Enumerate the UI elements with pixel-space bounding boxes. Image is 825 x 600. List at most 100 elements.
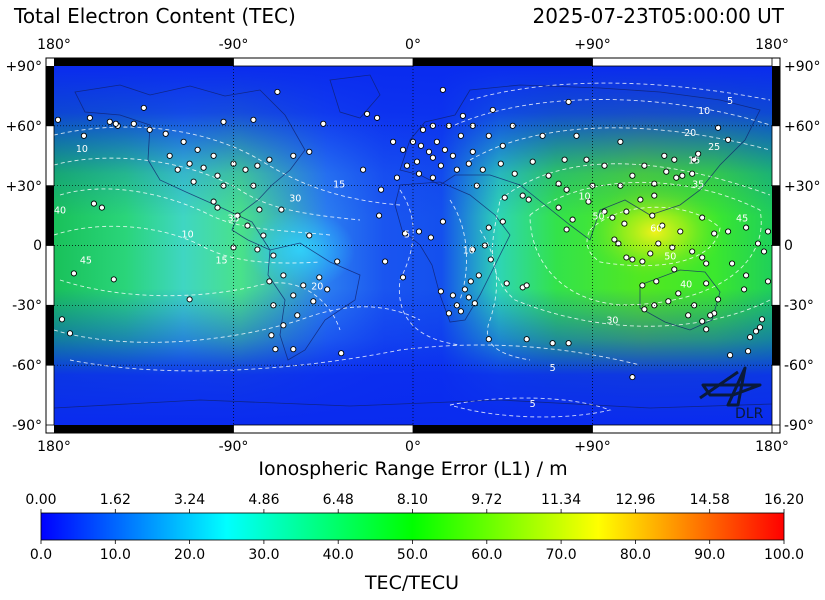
- gnss-station-marker: [214, 172, 221, 179]
- gnss-station-marker: [324, 286, 331, 293]
- contour-line: [469, 82, 771, 101]
- gnss-station-marker: [764, 278, 772, 285]
- gnss-station-marker: [445, 310, 452, 317]
- gnss-station-marker: [523, 336, 530, 343]
- gnss-station-marker: [760, 248, 768, 255]
- gnss-station-marker: [272, 346, 279, 353]
- gnss-station-marker: [649, 212, 656, 219]
- gnss-station-marker: [615, 240, 622, 247]
- lat-tick-right: -30°: [784, 298, 814, 314]
- frame-segment: [413, 58, 593, 66]
- gnss-station-marker: [469, 246, 476, 253]
- lat-tick-right: 0: [784, 238, 793, 254]
- gnss-station-marker: [86, 114, 93, 121]
- gnss-station-marker: [334, 258, 341, 265]
- gnss-station-marker: [220, 182, 227, 189]
- frame-segment: [771, 125, 781, 187]
- contour-label: 50: [592, 212, 604, 223]
- contour-label: 35: [227, 214, 239, 225]
- gnss-station-marker: [707, 312, 714, 319]
- gnss-station-marker: [234, 212, 241, 219]
- gnss-station-marker: [523, 282, 530, 289]
- contour-line: [469, 127, 771, 161]
- colorbar-top-tick: 11.34: [541, 492, 581, 508]
- frame-segment: [592, 424, 773, 434]
- lat-tick-right: -90°: [784, 418, 814, 434]
- gnss-station-marker: [174, 166, 181, 173]
- gnss-station-marker: [186, 296, 193, 303]
- gnss-station-marker: [499, 218, 506, 225]
- gnss-station-marker: [180, 138, 187, 145]
- lon-tick-top: -90°: [219, 37, 249, 53]
- colorbar-top-tick: 16.20: [764, 492, 804, 508]
- gnss-station-marker: [214, 204, 221, 211]
- gnss-station-marker: [306, 148, 313, 155]
- gnss-station-marker: [162, 130, 169, 137]
- contour-line: [54, 225, 321, 264]
- gnss-station-marker: [290, 292, 297, 299]
- lon-tick-bottom: +90°: [574, 439, 611, 455]
- gnss-station-marker: [758, 316, 766, 323]
- gnss-station-marker: [475, 272, 482, 279]
- gnss-station-marker: [413, 158, 421, 165]
- gnss-station-marker: [699, 214, 706, 221]
- frame-segment: [413, 425, 593, 433]
- gnss-station-marker: [711, 230, 718, 237]
- contour-label: 60: [650, 224, 662, 235]
- gnss-station-marker: [601, 162, 608, 169]
- africa-outline: [394, 181, 511, 323]
- gnss-station-marker: [745, 348, 752, 355]
- gnss-station-marker: [294, 312, 301, 319]
- frame-segment: [46, 185, 54, 246]
- contour-label: 30: [289, 194, 301, 205]
- gnss-station-marker: [549, 340, 556, 347]
- gnss-station-marker: [669, 244, 676, 251]
- gnss-station-marker: [290, 346, 297, 353]
- gnss-station-marker: [390, 138, 397, 145]
- gnss-station-marker: [270, 252, 277, 259]
- contour-label: 10: [463, 246, 475, 257]
- gnss-station-marker: [280, 272, 287, 279]
- gnss-station-marker: [715, 296, 722, 303]
- gnss-station-marker: [479, 166, 486, 173]
- contour-label: 15: [215, 256, 227, 267]
- gnss-station-marker: [569, 216, 576, 223]
- gnss-station-marker: [629, 374, 636, 381]
- gnss-station-marker: [639, 258, 646, 265]
- frame-segment: [772, 66, 780, 126]
- gnss-station-marker: [663, 168, 670, 175]
- gnss-station-marker: [679, 172, 686, 179]
- gnss-station-marker: [703, 260, 710, 267]
- gnss-station-marker: [112, 120, 119, 127]
- lat-tick-left: +30°: [5, 179, 42, 195]
- contour-line: [479, 229, 531, 361]
- gnss-station-marker: [338, 350, 345, 357]
- gnss-station-marker: [727, 352, 734, 359]
- gnss-station-marker: [465, 160, 472, 167]
- gnss-station-marker: [469, 148, 476, 155]
- colorbar-top-tick: 0.00: [25, 492, 56, 508]
- contour-label: 40: [54, 206, 66, 217]
- colorbar-xlabel: TEC/TECU: [364, 572, 459, 594]
- gnss-station-marker: [725, 136, 732, 143]
- colorbar-top-tick: 14.58: [690, 492, 730, 508]
- colorbar-bottom-tick: 60.0: [471, 547, 502, 563]
- frame-segment: [54, 58, 234, 66]
- gnss-station-marker: [469, 122, 476, 129]
- gnss-station-marker: [254, 246, 261, 253]
- gnss-station-marker: [655, 240, 662, 247]
- gnss-station-marker: [699, 254, 706, 261]
- gnss-station-marker: [437, 288, 444, 295]
- gnss-station-marker: [382, 258, 389, 265]
- frame-segment: [45, 245, 55, 306]
- gnss-station-marker: [360, 166, 367, 173]
- lat-tick-left: -90°: [12, 418, 42, 434]
- colorbar-bottom-tick: 30.0: [248, 547, 279, 563]
- gnss-station-marker: [641, 306, 648, 313]
- contour-line: [454, 99, 771, 126]
- frame-border: [45, 57, 781, 434]
- map-field: [54, 66, 772, 425]
- frame-segment: [54, 425, 234, 433]
- contour-label: 20: [311, 281, 323, 292]
- gnss-station-marker: [266, 278, 273, 285]
